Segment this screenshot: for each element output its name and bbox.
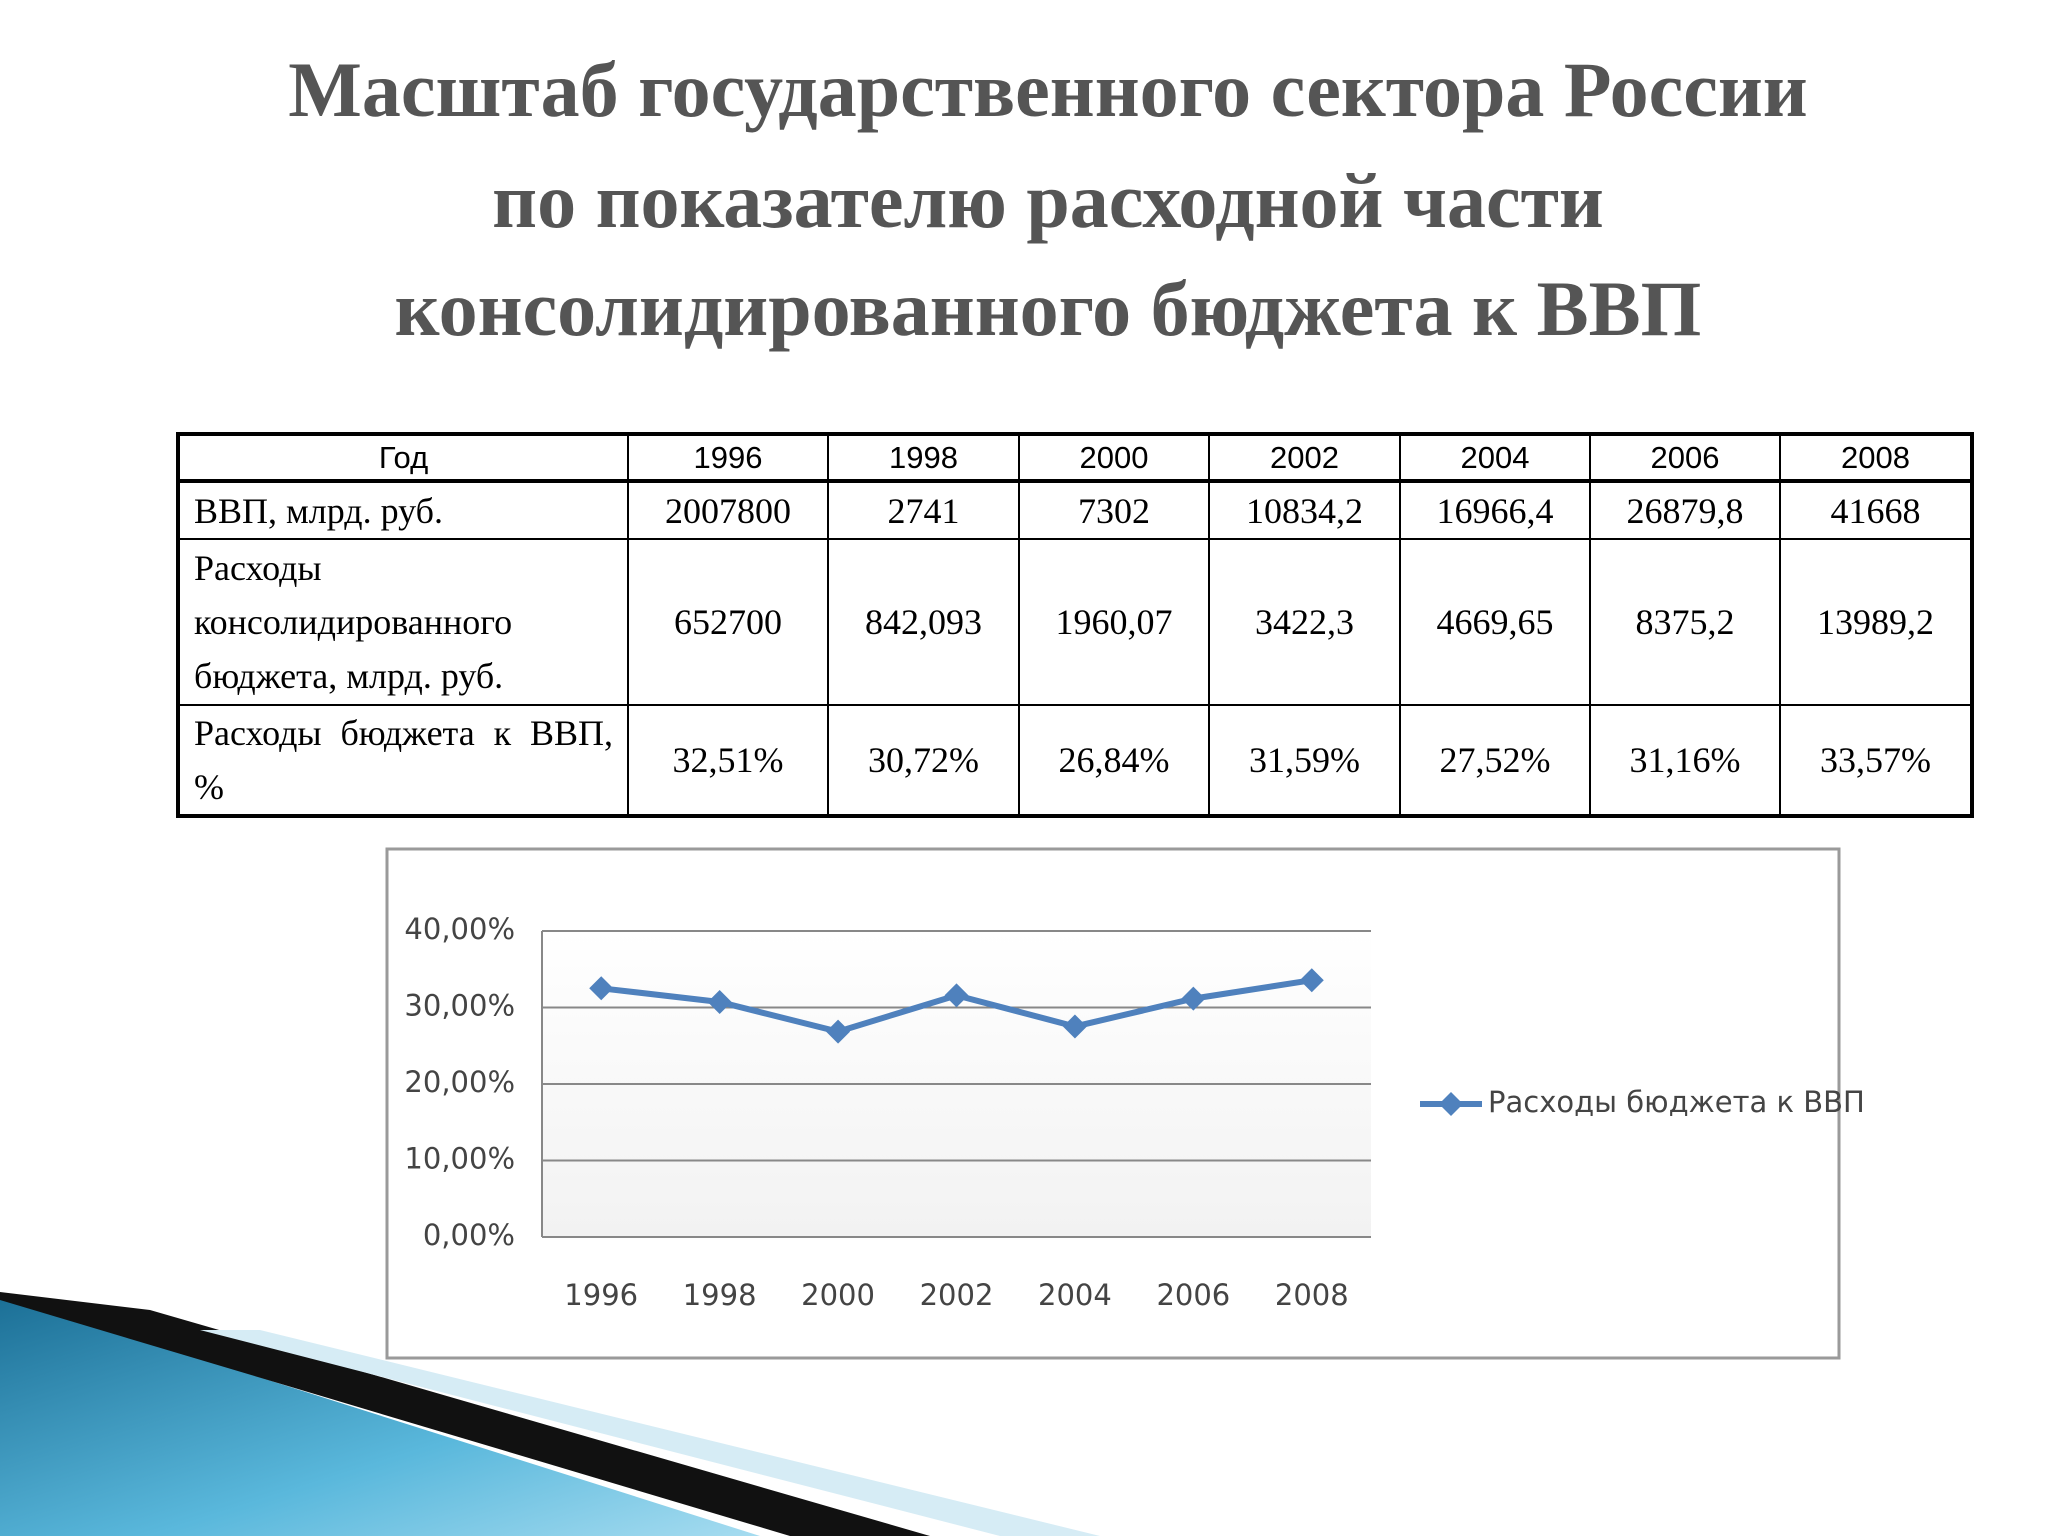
x-tick-label: 1996 [564,1278,638,1312]
legend-label: Расходы бюджета к ВВП [1488,1085,1865,1119]
table-cell: 2002 [1208,433,1401,483]
table-cell: 31,59% [1208,704,1401,817]
title-line: по показателю расходной части [492,157,1604,244]
table-cell: 8375,2 [1589,538,1781,706]
table-cell: 26,84% [1018,704,1210,817]
row-label: Год [177,433,629,483]
data-point [826,1019,851,1044]
title-line: консолидированного бюджета к ВВП [395,265,1702,352]
data-point [1299,968,1324,993]
table-cell: 1960,07 [1018,538,1210,706]
table-row: Год 1996 1998 2000 2002 2004 2006 2008 [177,433,1973,483]
row-label: Расходы консолидированного бюджета, млрд… [177,538,629,706]
table-cell: 26879,8 [1589,480,1781,540]
y-tick-label: 30,00% [404,989,515,1023]
table-cell: 27,52% [1399,704,1591,817]
title-line: Масштаб государственного сектора России [288,46,1808,133]
table-cell: 10834,2 [1208,480,1401,540]
table-cell: 7302 [1018,480,1210,540]
data-point [707,989,732,1014]
table-cell: 33,57% [1779,704,1973,817]
table-row: ВВП, млрд. руб. 2007800 2741 7302 10834,2 169… [177,480,1973,540]
decor-band [0,1292,930,1536]
data-table: Год 1996 1998 2000 2002 2004 2006 2008 ВВП, млрд… [176,432,1974,818]
legend-marker [1439,1092,1463,1116]
table-row: Расходы консолидированного бюджета, млрд… [177,538,1973,706]
x-tick-label: 2000 [801,1278,875,1312]
row-label: ВВП, млрд. руб. [177,480,629,540]
y-tick-label: 40,00% [404,912,515,946]
table-cell: 2008 [1779,433,1973,483]
x-tick-label: 2004 [1038,1278,1112,1312]
x-tick-label: 2002 [920,1278,994,1312]
table-cell: 16966,4 [1399,480,1591,540]
x-tick-label: 2006 [1156,1278,1230,1312]
table-cell: 30,72% [827,704,1020,817]
table-cell: 2007800 [627,480,829,540]
data-point [1062,1014,1087,1039]
data-point [1181,986,1206,1011]
y-tick-label: 0,00% [423,1218,515,1252]
table-cell: 32,51% [627,704,829,817]
table-cell: 31,16% [1589,704,1781,817]
table-cell: 3422,3 [1208,538,1401,706]
y-tick-label: 20,00% [404,1065,515,1099]
x-tick-label: 1998 [683,1278,757,1312]
table-cell: 1996 [627,433,829,483]
table-cell: 1998 [827,433,1020,483]
table-cell: 652700 [627,538,829,706]
table-cell: 4669,65 [1399,538,1591,706]
x-tick-label: 2008 [1275,1278,1349,1312]
table-cell: 2004 [1399,433,1591,483]
chart: 0,00% 10,00% 20,00% 30,00% 40,00% 1996 1998 200… [404,912,1864,1312]
table-cell: 842,093 [827,538,1020,706]
data-point [589,976,614,1001]
table-row: Расходы бюджета к ВВП, % 32,51% 30,72% 26,8… [177,704,1973,817]
row-label: Расходы бюджета к ВВП, % [177,704,629,817]
table-cell: 2006 [1589,433,1781,483]
table-cell: 2000 [1018,433,1210,483]
table-cell: 2741 [827,480,1020,540]
data-point [944,983,969,1008]
y-tick-label: 10,00% [404,1142,515,1176]
table-cell: 13989,2 [1779,538,1973,706]
decor-light [200,1330,1100,1536]
table-cell: 41668 [1779,480,1973,540]
